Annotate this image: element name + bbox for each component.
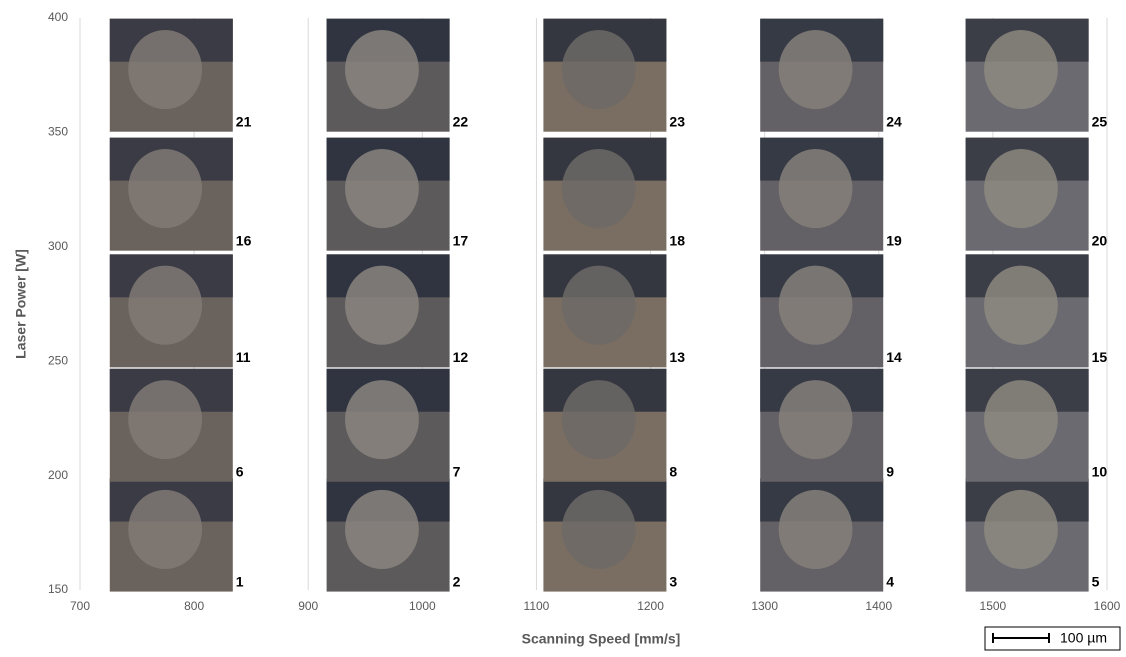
melt-pool (128, 490, 202, 569)
x-tick-label: 700 (70, 599, 90, 613)
x-tick-label: 900 (298, 599, 318, 613)
scale-bar-label: 100 µm (1060, 630, 1107, 646)
sample-label: 3 (669, 573, 677, 589)
sample-label: 5 (1092, 573, 1100, 589)
melt-pool (345, 490, 419, 569)
melt-pool (345, 30, 419, 109)
melt-pool (345, 380, 419, 459)
y-tick-label: 200 (48, 468, 68, 482)
sample-label: 7 (453, 463, 461, 479)
sample-label: 23 (669, 113, 685, 129)
micrograph (966, 19, 1089, 132)
x-axis-title: Scanning Speed [mm/s] (522, 631, 681, 647)
sample-label: 20 (1092, 232, 1108, 248)
melt-pool (562, 149, 636, 228)
sample-label: 24 (886, 113, 902, 129)
melt-pool (984, 30, 1058, 109)
melt-pool (128, 266, 202, 345)
sample-label: 2 (453, 573, 461, 589)
melt-pool (984, 490, 1058, 569)
x-tick-label: 1100 (524, 599, 550, 613)
micrograph (760, 138, 883, 251)
melt-pool (562, 380, 636, 459)
y-tick-label: 300 (48, 239, 68, 253)
micrograph (966, 138, 1089, 251)
melt-pool (779, 490, 853, 569)
melt-pool (984, 149, 1058, 228)
y-tick-label: 400 (48, 10, 68, 24)
micrograph (760, 479, 883, 592)
melt-pool (562, 30, 636, 109)
x-tick-label: 1600 (1094, 599, 1121, 613)
micrograph (110, 19, 233, 132)
sample-label: 11 (236, 349, 251, 365)
micrograph (110, 254, 233, 367)
sample-label: 1 (236, 573, 244, 589)
sample-label: 12 (453, 349, 469, 365)
melt-pool (128, 380, 202, 459)
melt-pool (779, 30, 853, 109)
melt-pool (779, 266, 853, 345)
melt-pool (779, 149, 853, 228)
micrograph (110, 369, 233, 482)
sample-label: 8 (669, 463, 677, 479)
micrograph (966, 479, 1089, 592)
x-tick-label: 1300 (751, 599, 778, 613)
sample-label: 21 (236, 113, 252, 129)
micrograph (110, 479, 233, 592)
chart: Scanning Speed [mm/s] Laser Power [W] 10… (0, 0, 1126, 652)
melt-pool (128, 149, 202, 228)
y-tick-label: 150 (48, 582, 68, 596)
sample-label: 25 (1092, 113, 1108, 129)
sample-label: 15 (1092, 349, 1108, 365)
y-axis-title: Laser Power [W] (13, 249, 29, 359)
sample-label: 6 (236, 463, 244, 479)
sample-label: 17 (453, 232, 469, 248)
melt-pool (562, 266, 636, 345)
micrograph (760, 254, 883, 367)
sample-label: 10 (1092, 463, 1108, 479)
melt-pool (984, 266, 1058, 345)
micrograph (327, 19, 450, 132)
sample-label: 14 (886, 349, 902, 365)
x-tick-label: 1200 (637, 599, 664, 613)
melt-pool (779, 380, 853, 459)
micrograph (327, 369, 450, 482)
x-tick-label: 1500 (980, 599, 1007, 613)
micrograph (543, 254, 666, 367)
micrograph (966, 369, 1089, 482)
scale-bar: 100 µm (985, 627, 1120, 650)
sample-label: 19 (886, 232, 902, 248)
micrograph (543, 138, 666, 251)
micrograph (110, 138, 233, 251)
melt-pool (562, 490, 636, 569)
micrograph (327, 254, 450, 367)
micrograph (760, 369, 883, 482)
micrograph (327, 138, 450, 251)
melt-pool (984, 380, 1058, 459)
melt-pool (128, 30, 202, 109)
micrograph (760, 19, 883, 132)
micrograph (543, 19, 666, 132)
y-tick-label: 350 (48, 125, 68, 139)
micrograph (543, 479, 666, 592)
sample-label: 9 (886, 463, 894, 479)
sample-label: 4 (886, 573, 894, 589)
melt-pool (345, 266, 419, 345)
x-tick-label: 1000 (409, 599, 436, 613)
sample-label: 13 (669, 349, 685, 365)
melt-pool (345, 149, 419, 228)
x-tick-label: 1400 (865, 599, 892, 613)
micrograph (543, 369, 666, 482)
micrograph (327, 479, 450, 592)
sample-label: 16 (236, 232, 252, 248)
x-tick-label: 800 (184, 599, 204, 613)
micrograph (966, 254, 1089, 367)
y-tick-label: 250 (48, 353, 68, 367)
sample-label: 22 (453, 113, 469, 129)
sample-label: 18 (669, 232, 685, 248)
